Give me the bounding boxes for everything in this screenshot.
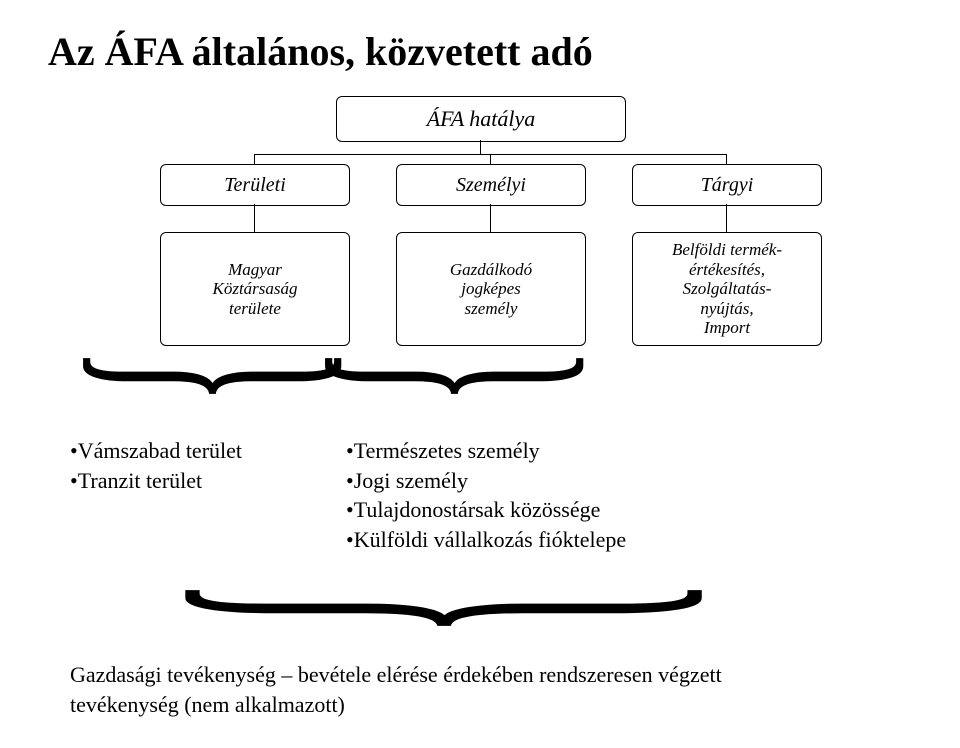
bullet-list-a: •Vámszabad terület •Tranzit terület	[70, 436, 242, 495]
connector	[254, 204, 255, 232]
level3-box-b: Gazdálkodó jogképes személy	[396, 232, 586, 346]
connector	[480, 140, 481, 154]
level2-box-a: Területi	[160, 164, 350, 206]
connector	[490, 204, 491, 232]
list-item: •Vámszabad terület	[70, 436, 242, 466]
connector	[726, 204, 727, 232]
list-item: •Tulajdonostársak közössége	[346, 495, 626, 525]
brace-icon: }	[315, 347, 627, 405]
connector	[726, 154, 727, 164]
bottom-line-1: Gazdasági tevékenység – bevétele elérése…	[70, 660, 722, 690]
level3-box-a: Magyar Köztársaság területe	[160, 232, 350, 346]
connector	[254, 154, 255, 164]
list-item: •Természetes személy	[346, 436, 626, 466]
level2-box-b: Személyi	[396, 164, 586, 206]
bottom-line-2: tevékenység (nem alkalmazott)	[70, 690, 722, 720]
brace-icon: }	[165, 579, 789, 637]
list-item: •Tranzit terület	[70, 466, 242, 496]
bottom-text: Gazdasági tevékenység – bevétele elérése…	[70, 660, 722, 719]
level3-box-c: Belföldi termék- értékesítés, Szolgáltat…	[632, 232, 822, 346]
page-title: Az ÁFA általános, közvetett adó	[48, 28, 593, 75]
bullet-list-b: •Természetes személy •Jogi személy •Tula…	[346, 436, 626, 555]
root-box: ÁFA hatálya	[336, 96, 626, 142]
level2-box-c: Tárgyi	[632, 164, 822, 206]
connector	[490, 154, 491, 164]
brace-icon: }	[73, 347, 385, 405]
list-item: •Külföldi vállalkozás fióktelepe	[346, 525, 626, 555]
list-item: •Jogi személy	[346, 466, 626, 496]
slide: Az ÁFA általános, közvetett adó ÁFA hatá…	[0, 0, 960, 748]
